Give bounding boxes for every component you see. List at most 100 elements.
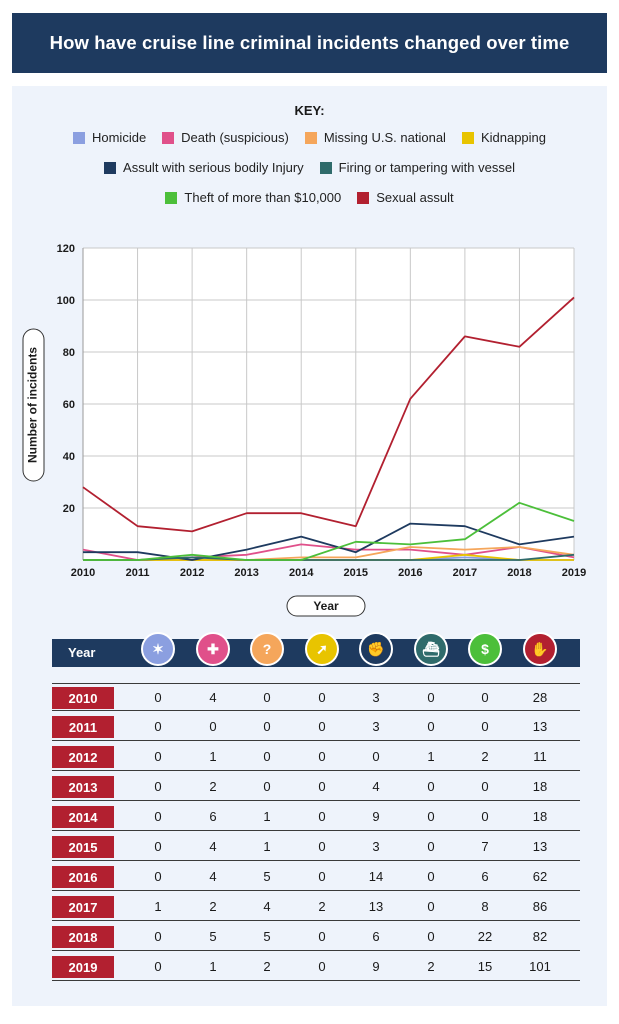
series-line xyxy=(83,522,575,561)
legend-item: Homicide xyxy=(72,130,147,145)
table-cell: 7 xyxy=(481,839,489,854)
y-tick-label: 120 xyxy=(57,243,75,255)
legend-label: Theft of more than $10,000 xyxy=(184,190,342,205)
table-row: 2012 0 1 0 0 0 1 2 11 xyxy=(52,743,580,771)
table-cell: 5 xyxy=(263,869,271,884)
table-cell: 0 xyxy=(154,959,162,974)
table-cell: 0 xyxy=(427,839,435,854)
legend-item: Theft of more than $10,000 xyxy=(165,190,341,205)
x-tick-label: 2018 xyxy=(507,567,531,579)
x-tick-label: 2010 xyxy=(71,567,95,579)
table-cell: 13 xyxy=(368,899,384,914)
legend-item: Firing or tampering with vessel xyxy=(319,160,515,175)
legend-swatch xyxy=(304,131,317,144)
table-cell: 0 xyxy=(318,839,326,854)
table-cell: 3 xyxy=(372,690,380,705)
legend-item: Missing U.S. national xyxy=(304,130,446,145)
x-tick-label: 2013 xyxy=(234,567,258,579)
stop-hand-icon: ✋ xyxy=(523,632,557,666)
table-cell: 0 xyxy=(154,719,162,734)
year-badge: 2018 xyxy=(52,926,114,948)
legend-label: Assult with serious bodily Injury xyxy=(123,160,304,175)
table-cell: 4 xyxy=(209,839,217,854)
year-badge: 2016 xyxy=(52,866,114,888)
table-cell: 0 xyxy=(318,869,326,884)
legend-row: Homicide Death (suspicious) Missing U.S. n… xyxy=(12,130,607,145)
legend-item: Sexual assult xyxy=(357,190,454,205)
table-cell: 0 xyxy=(481,690,489,705)
table-cell: 3 xyxy=(372,839,380,854)
table-cell: 2 xyxy=(318,899,326,914)
legend-row: Theft of more than $10,000 Sexual assult xyxy=(12,190,607,205)
y-tick-label: 20 xyxy=(63,503,75,515)
table-cell: 0 xyxy=(427,869,435,884)
legend-swatch xyxy=(319,161,332,174)
table-cell: 62 xyxy=(532,869,548,884)
table-row: 2010 0 4 0 0 3 0 0 28 xyxy=(52,683,580,711)
y-tick-label: 80 xyxy=(63,347,75,359)
table-cell: 0 xyxy=(154,929,162,944)
coffin-icon: ✚ xyxy=(196,632,230,666)
legend-row: Assult with serious bodily Injury Firing … xyxy=(12,160,607,175)
table-cell: 0 xyxy=(154,839,162,854)
legend-label: Kidnapping xyxy=(480,130,547,145)
table-cell: 4 xyxy=(209,869,217,884)
table-cell: 0 xyxy=(427,929,435,944)
y-axis-label-pill xyxy=(22,328,45,482)
table-cell: 9 xyxy=(372,959,380,974)
table-cell: 0 xyxy=(372,749,380,764)
table-cell: 0 xyxy=(318,749,326,764)
page-title: How have cruise line criminal incidents … xyxy=(12,13,607,73)
x-tick-label: 2015 xyxy=(344,567,368,579)
legend-swatch xyxy=(461,131,474,144)
fist-icon: ✊ xyxy=(359,632,393,666)
table-row: 2013 0 2 0 0 4 0 0 18 xyxy=(52,773,580,801)
legend-label: Homicide xyxy=(91,130,147,145)
table-cell: 86 xyxy=(532,899,548,914)
y-tick-label: 100 xyxy=(57,295,75,307)
table-cell: 1 xyxy=(209,749,217,764)
legend-swatch xyxy=(357,191,370,204)
series-line xyxy=(83,501,575,561)
table-row: 2018 0 5 5 0 6 0 22 82 xyxy=(52,923,580,951)
x-tick-label: 2016 xyxy=(398,567,422,579)
table-cell: 1 xyxy=(263,839,271,854)
table-row: 2014 0 6 1 0 9 0 0 18 xyxy=(52,803,580,831)
table-cell: 8 xyxy=(481,899,489,914)
legend-swatch xyxy=(72,131,85,144)
table-cell: 0 xyxy=(154,779,162,794)
table-cell: 0 xyxy=(154,690,162,705)
table-cell: 0 xyxy=(318,719,326,734)
legend-item: Assult with serious bodily Injury xyxy=(104,160,304,175)
table-cell: 28 xyxy=(532,690,548,705)
table-row: 2015 0 4 1 0 3 0 7 13 xyxy=(52,833,580,861)
table-cell: 0 xyxy=(263,690,271,705)
table-year-header: Year xyxy=(68,645,96,660)
table-cell: 0 xyxy=(154,869,162,884)
table-cell: 101 xyxy=(529,959,551,974)
table-cell: 0 xyxy=(481,779,489,794)
table-cell: 0 xyxy=(154,749,162,764)
x-tick-label: 2014 xyxy=(289,567,314,579)
table-cell: 6 xyxy=(481,869,489,884)
legend-swatch xyxy=(162,131,175,144)
homicide-icon: ✶ xyxy=(141,632,175,666)
table-cell: 0 xyxy=(209,719,217,734)
table-cell: 2 xyxy=(209,899,217,914)
table-row: 2016 0 4 5 0 14 0 6 62 xyxy=(52,863,580,891)
y-tick-label: 60 xyxy=(63,399,75,411)
y-tick-label: 40 xyxy=(63,451,75,463)
table-cell: 0 xyxy=(318,690,326,705)
table-cell: 0 xyxy=(318,809,326,824)
legend-label: Firing or tampering with vessel xyxy=(338,160,515,175)
table-cell: 0 xyxy=(481,719,489,734)
table-cell: 15 xyxy=(477,959,493,974)
table-cell: 5 xyxy=(209,929,217,944)
legend-title: KEY: xyxy=(294,103,325,118)
table-cell: 0 xyxy=(427,779,435,794)
legend-swatch xyxy=(104,161,117,174)
x-tick-label: 2019 xyxy=(562,567,586,579)
table-cell: 0 xyxy=(427,719,435,734)
table-cell: 2 xyxy=(427,959,435,974)
table-cell: 0 xyxy=(263,779,271,794)
